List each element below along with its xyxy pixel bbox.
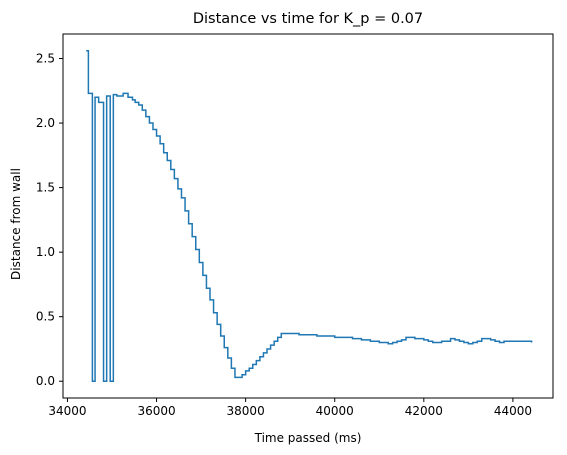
x-tick-label: 36000 — [137, 404, 175, 418]
series-line-1 — [86, 50, 533, 382]
chart-title: Distance vs time for K_p = 0.07 — [193, 11, 423, 27]
y-tick-label: 0.0 — [36, 374, 55, 388]
y-axis-label: Distance from wall — [9, 168, 23, 280]
x-tick-label: 44000 — [494, 404, 532, 418]
x-axis-label: Time passed (ms) — [254, 431, 362, 445]
y-tick-label: 1.0 — [36, 245, 55, 259]
x-axis: 34000 36000 38000 40000 42000 44000 — [48, 398, 532, 418]
x-tick-label: 34000 — [48, 404, 86, 418]
y-tick-label: 2.5 — [36, 52, 55, 66]
plot-area — [86, 50, 533, 382]
y-tick-label: 2.0 — [36, 116, 55, 130]
x-tick-label: 42000 — [405, 404, 443, 418]
x-tick-label: 40000 — [316, 404, 354, 418]
y-tick-label: 1.5 — [36, 181, 55, 195]
y-tick-label: 0.5 — [36, 310, 55, 324]
x-tick-label: 38000 — [227, 404, 265, 418]
y-axis: 0.0 0.5 1.0 1.5 2.0 2.5 — [36, 52, 63, 388]
plot-frame — [62, 33, 554, 399]
